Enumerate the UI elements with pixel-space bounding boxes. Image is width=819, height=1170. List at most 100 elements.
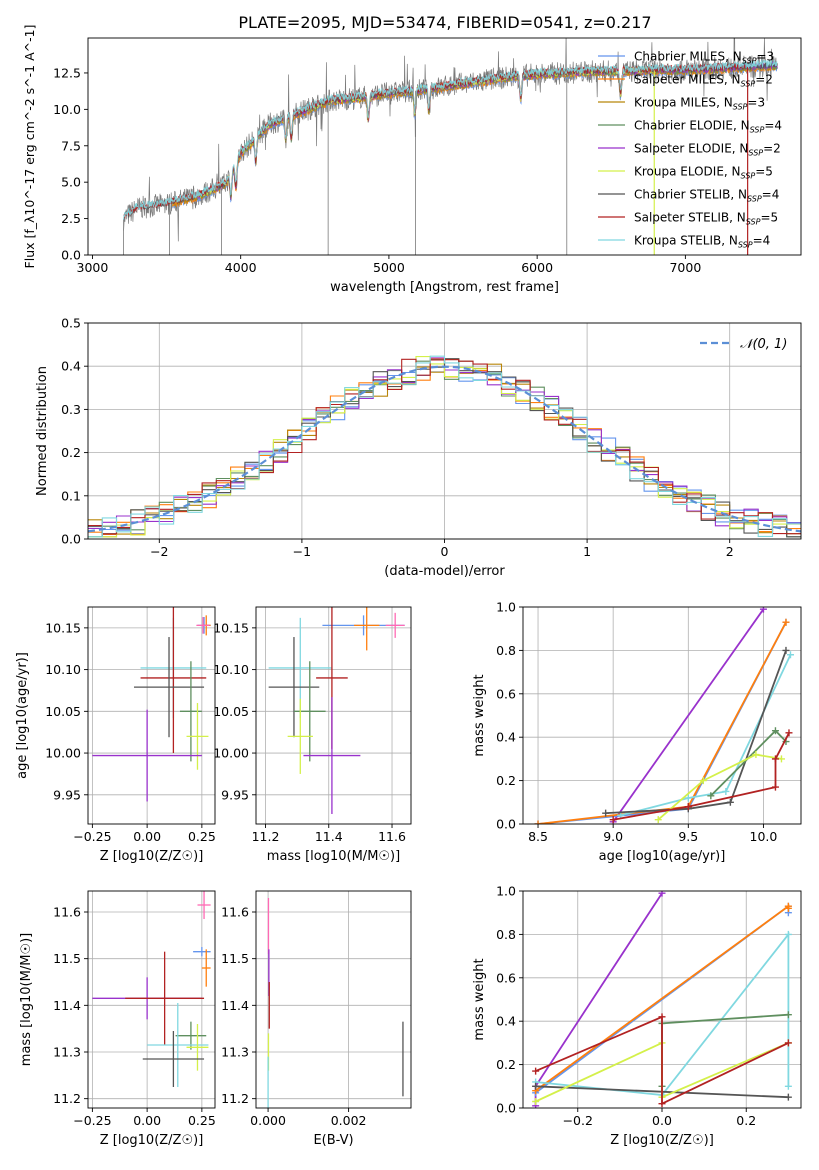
y-tick-label: 11.2 xyxy=(221,1091,249,1106)
x-tick-label: 5000 xyxy=(373,260,405,275)
series-marker xyxy=(707,792,715,800)
series-marker xyxy=(609,816,617,824)
legend-label: Kroupa ELODIE, NSSP=5 xyxy=(634,165,773,181)
x-tick-label: 0.00 xyxy=(133,1113,161,1128)
legend-name: Salpeter STELIB xyxy=(634,211,729,225)
y-tick-label: 0.2 xyxy=(61,445,81,460)
x-tick-label: 11.6 xyxy=(378,829,406,844)
plot-area xyxy=(532,891,792,1108)
y-axis-label: mass weight xyxy=(472,958,487,1040)
x-axis-label: Z [log10(Z/Z☉)] xyxy=(610,1133,714,1148)
legend-subscript: SSP xyxy=(750,126,765,135)
plot-area xyxy=(267,898,404,1108)
legend-n: 4 xyxy=(772,188,780,202)
y-axis-label: age [log10(age/yr)] xyxy=(15,652,30,779)
legend-eq: = xyxy=(755,165,765,179)
axes-frame xyxy=(255,606,412,825)
series-line xyxy=(535,1015,789,1106)
legend-label: Chabrier ELODIE, NSSP=4 xyxy=(634,119,782,135)
y-axis-label: Normed distribution xyxy=(35,366,50,496)
axes-frame xyxy=(87,890,216,1109)
plot-area xyxy=(92,891,211,1087)
legend-name: Chabrier ELODIE xyxy=(634,119,733,133)
x-axis-label: E(B-V) xyxy=(313,1133,353,1148)
plot-area xyxy=(268,607,405,814)
y-tick-label: 12.5 xyxy=(53,65,81,80)
legend-label: Salpeter ELODIE, NSSP=2 xyxy=(634,142,781,158)
legend-label: Chabrier MILES, NSSP=3 xyxy=(634,50,774,66)
y-tick-label: 10.00 xyxy=(45,746,81,761)
legend-label: Kroupa MILES, NSSP=3 xyxy=(634,96,765,112)
spectrum-model-line xyxy=(123,61,748,219)
y-tick-label: 0.5 xyxy=(61,316,81,331)
y-tick-label: 1.0 xyxy=(496,600,516,615)
legend-sep: , N xyxy=(716,96,733,110)
y-tick-label: 0.8 xyxy=(496,643,516,658)
series-marker xyxy=(654,816,662,824)
series-marker xyxy=(532,1067,540,1075)
y-tick-label: 0.8 xyxy=(496,927,516,942)
axes-frame xyxy=(87,606,216,825)
legend-name: Salpeter MILES xyxy=(634,73,724,87)
legend-n: 5 xyxy=(765,165,773,179)
series-marker xyxy=(722,787,730,795)
legend-eq: = xyxy=(760,211,770,225)
series-marker xyxy=(771,755,779,763)
age-vs-mass-panel: 11.2 11.4 11.6 9.95 10.00 10.05 10.10 10.15 mass… xyxy=(213,606,412,864)
y-axis-label: Flux [f_λ10^-17 erg cm^-2 s^-1 A^-1] xyxy=(22,25,37,269)
x-tick-label: −2 xyxy=(150,544,168,559)
series-marker xyxy=(684,794,692,802)
series-marker xyxy=(684,803,692,811)
y-tick-label: 11.3 xyxy=(221,1045,249,1060)
legend-eq: = xyxy=(756,50,766,64)
series-marker xyxy=(784,904,792,912)
x-tick-label: 2 xyxy=(726,544,734,559)
mass-vs-Z-panel: −0.25 0.00 0.25 11.2 11.3 11.4 11.5 11.6 Z [log1… xyxy=(19,890,216,1148)
y-tick-label: 9.95 xyxy=(221,787,249,802)
y-tick-label: 0.0 xyxy=(496,1101,516,1116)
x-tick-label: 8.5 xyxy=(528,829,548,844)
spectrum-model-line xyxy=(123,59,778,220)
series-line xyxy=(605,650,787,814)
x-tick-label: 0.0 xyxy=(652,1113,672,1128)
x-axis-label: Z [log10(Z/Z☉)] xyxy=(100,1133,204,1148)
legend-name: Kroupa STELIB xyxy=(634,234,721,248)
legend-subscript: SSP xyxy=(733,103,748,112)
legend-label: Kroupa STELIB, NSSP=4 xyxy=(634,234,770,250)
series-marker xyxy=(777,755,785,763)
x-tick-label: 6000 xyxy=(521,260,553,275)
y-tick-label: 0.6 xyxy=(496,970,516,985)
x-tick-label: 10.0 xyxy=(750,829,778,844)
legend-sep: , N xyxy=(724,73,741,87)
histogram-step xyxy=(88,355,801,538)
y-tick-label: 5.0 xyxy=(61,175,81,190)
x-tick-label: 0 xyxy=(441,544,449,559)
x-tick-label: 0.000 xyxy=(250,1113,286,1128)
series-marker xyxy=(602,809,610,817)
y-tick-label: 0.2 xyxy=(496,773,516,788)
legend-subscript: SSP xyxy=(747,195,762,204)
legend-eq: = xyxy=(747,96,757,110)
series-marker xyxy=(532,1097,540,1105)
x-tick-label: 4000 xyxy=(225,260,257,275)
x-tick-label: 11.4 xyxy=(315,829,343,844)
series-marker xyxy=(782,646,790,654)
y-tick-label: 11.4 xyxy=(221,998,249,1013)
y-tick-label: 0.3 xyxy=(61,402,81,417)
y-tick-label: 10.15 xyxy=(213,620,249,635)
legend-label: Salpeter MILES, NSSP=2 xyxy=(634,73,773,89)
y-axis-label: mass weight xyxy=(472,674,487,756)
legend-sep: , N xyxy=(724,165,741,179)
legend-subscript: SSP xyxy=(742,57,757,66)
x-axis-label: (data-model)/error xyxy=(384,564,505,579)
series-marker xyxy=(784,1039,792,1047)
plot-area xyxy=(88,355,801,538)
x-tick-label: −0.2 xyxy=(563,1113,593,1128)
y-tick-label: 0.4 xyxy=(496,1014,516,1029)
series-marker xyxy=(786,651,794,659)
legend-eq: = xyxy=(762,188,772,202)
y-axis-label: mass [log10(M/M☉)] xyxy=(19,933,34,1066)
age-vs-Z-panel: −0.25 0.00 0.25 9.95 10.00 10.05 10.10 10.15 Z [… xyxy=(15,606,216,864)
